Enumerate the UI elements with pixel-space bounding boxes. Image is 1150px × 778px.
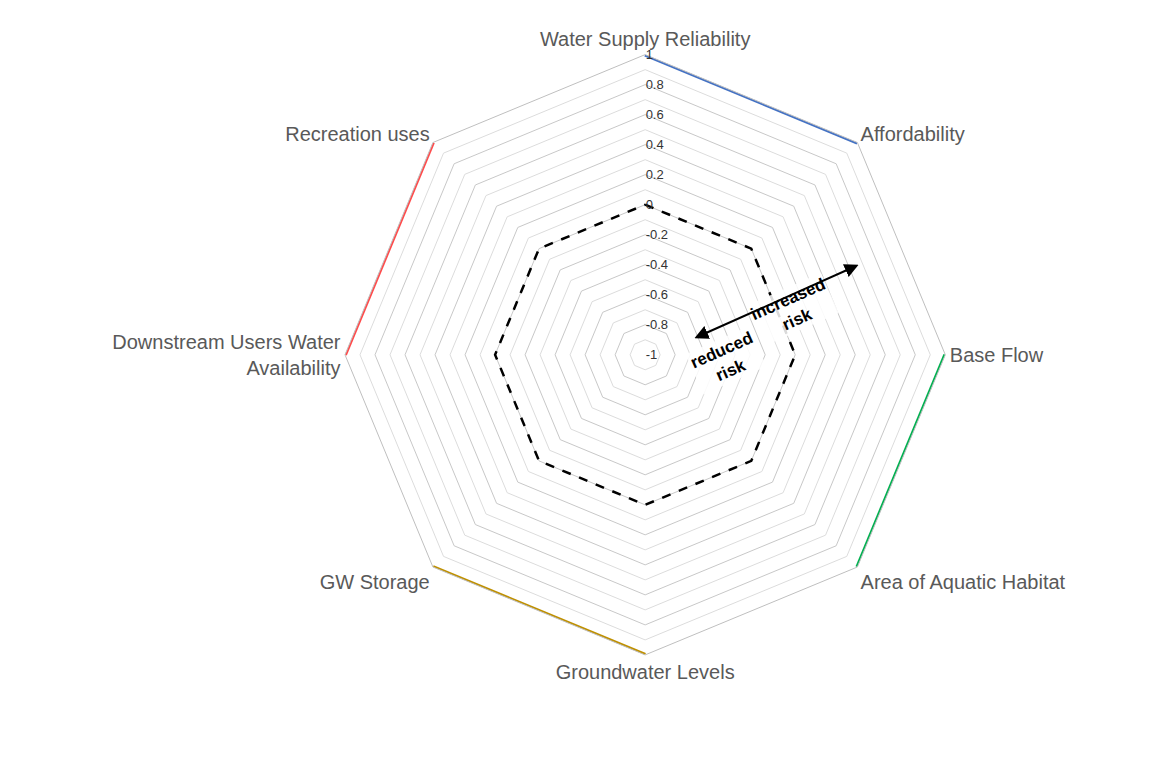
svg-text:Affordability: Affordability <box>861 123 965 145</box>
svg-text:increasedrisk: increasedrisk <box>748 275 837 345</box>
svg-text:Recreation uses: Recreation uses <box>285 123 430 145</box>
svg-text:-1: -1 <box>646 347 658 362</box>
svg-text:Base Flow: Base Flow <box>950 344 1044 366</box>
svg-text:-0.8: -0.8 <box>646 317 668 332</box>
svg-text:1: 1 <box>646 47 653 62</box>
svg-text:Downstream Users WaterAvailabi: Downstream Users WaterAvailability <box>112 331 341 379</box>
svg-text:0.2: 0.2 <box>646 167 664 182</box>
svg-text:0.8: 0.8 <box>646 77 664 92</box>
svg-text:0.4: 0.4 <box>646 137 664 152</box>
svg-text:0.6: 0.6 <box>646 107 664 122</box>
svg-text:0: 0 <box>646 197 653 212</box>
svg-text:reducedrisk: reducedrisk <box>688 328 765 392</box>
svg-text:Groundwater Levels: Groundwater Levels <box>556 661 735 683</box>
svg-text:Area of Aquatic Habitat: Area of Aquatic Habitat <box>861 571 1066 593</box>
svg-text:Water Supply Reliability: Water Supply Reliability <box>540 28 750 50</box>
svg-text:-0.2: -0.2 <box>646 227 668 242</box>
svg-text:GW Storage: GW Storage <box>320 571 430 593</box>
svg-text:-0.4: -0.4 <box>646 257 668 272</box>
svg-text:-0.6: -0.6 <box>646 287 668 302</box>
